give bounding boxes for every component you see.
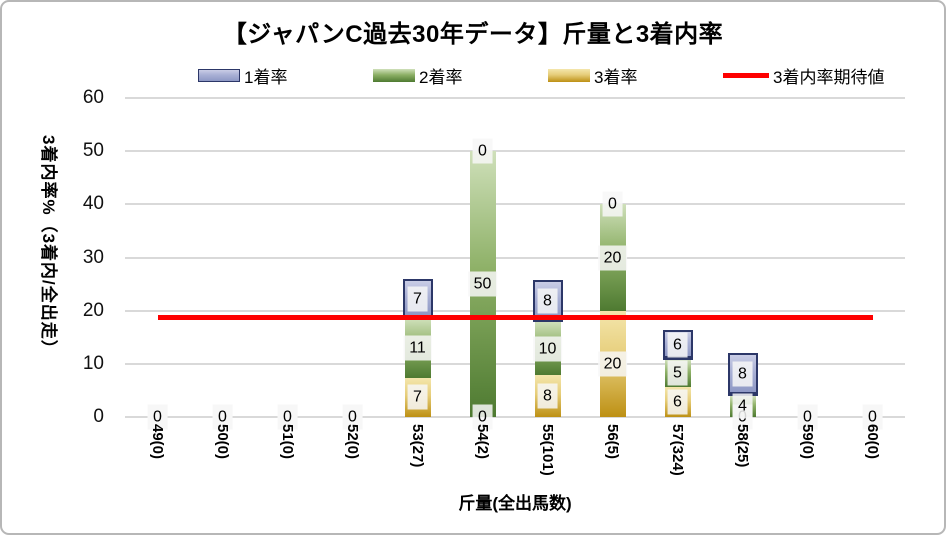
x-tick-label-text: 53(27)	[409, 424, 426, 468]
y-tick-label: 60	[82, 87, 104, 108]
data-label-3着率: 8	[537, 383, 558, 409]
data-label-2着率: 10	[532, 336, 563, 362]
legend-item-1着率: 1着率	[198, 63, 373, 88]
legend-label: 2着率	[419, 67, 463, 87]
gridline	[125, 203, 905, 206]
legend-item-3着内率期待値: 3着内率期待値	[723, 63, 943, 88]
expected-value-line	[157, 314, 873, 320]
data-label-1着率: 0	[862, 404, 883, 430]
data-label-3着率: 7	[407, 384, 428, 410]
gridline	[125, 416, 905, 418]
data-label-1着率: 0	[212, 404, 233, 430]
legend: 1着率 2着率 3着率 3着内率期待値	[198, 62, 943, 88]
x-tick-label: 54(2)	[473, 424, 491, 459]
y-axis-title: 3着内率%（3着内/全出走）	[37, 135, 59, 358]
data-label-2着率: 4	[732, 393, 753, 419]
x-tick-label: 50(0)	[213, 424, 231, 459]
x-tick-label: 57(324)	[668, 424, 686, 476]
x-tick-label: 55(101)	[538, 424, 556, 476]
legend-bar-swatch	[548, 68, 590, 82]
x-tick-label-text: 52(0)	[344, 424, 361, 460]
data-label-2着率: 11	[403, 335, 432, 361]
y-tick-label: 40	[82, 193, 104, 215]
data-label-1着率: 0	[342, 404, 363, 430]
x-tick-label-text: 55(101)	[539, 424, 556, 476]
data-label-2着率: 50	[467, 271, 498, 297]
data-label-1着率: 7	[407, 286, 428, 312]
x-tick-label: 52(0)	[343, 424, 361, 459]
y-tick-label: 0	[93, 406, 104, 427]
data-label-1着率: 0	[472, 138, 493, 164]
data-label-3着率: 20	[597, 351, 628, 377]
y-tick-label: 50	[82, 140, 104, 162]
legend-item-2着率: 2着率	[373, 63, 548, 88]
gridline	[125, 97, 905, 99]
x-tick-label: 56(5)	[603, 424, 621, 459]
y-tick-label: 30	[82, 246, 104, 268]
gridline	[125, 256, 905, 259]
legend-label: 1着率	[244, 67, 288, 87]
data-label-1着率: 8	[732, 361, 753, 387]
x-tick-label-text: 60(0)	[864, 424, 881, 460]
legend-bar-swatch	[373, 68, 415, 82]
legend-line-swatch	[723, 72, 769, 78]
data-label-1着率: 6	[667, 332, 688, 358]
data-label-2着率: 5	[667, 360, 688, 386]
legend-item-3着率: 3着率	[548, 63, 723, 88]
data-label-1着率: 0	[277, 404, 298, 430]
gridline	[125, 150, 905, 153]
x-tick-label-text: 56(5)	[604, 424, 621, 460]
y-tick-label: 20	[82, 299, 104, 321]
gridline	[125, 309, 905, 312]
x-tick-label-text: 54(2)	[474, 424, 491, 460]
data-label-3着率: 6	[667, 389, 688, 415]
x-tick-label-text: 57(324)	[669, 424, 686, 476]
data-label-1着率: 0	[147, 404, 168, 430]
x-tick-label: 58(25)	[733, 424, 751, 467]
y-axis-title-text: 3着内率%（3着内/全出走）	[39, 135, 58, 358]
x-axis-title: 斤量(全出馬数)	[458, 494, 572, 513]
x-tick-label-text: 59(0)	[799, 424, 816, 460]
gridline	[125, 362, 905, 365]
x-tick-label: 51(0)	[278, 424, 296, 459]
legend-label: 3着率	[594, 67, 638, 87]
x-tick-label-text: 49(0)	[149, 424, 166, 460]
x-tick-label: 59(0)	[798, 424, 816, 459]
x-tick-label: 53(27)	[408, 424, 426, 467]
data-label-2着率: 20	[597, 245, 628, 270]
legend-bar-swatch	[198, 68, 240, 82]
data-label-1着率: 0	[602, 191, 623, 217]
data-label-1着率: 0	[797, 404, 818, 430]
data-label-1着率: 8	[537, 288, 558, 314]
data-label-3着率: 0	[472, 404, 493, 430]
x-tick-label-text: 51(0)	[279, 424, 296, 460]
x-tick-label-text: 58(25)	[734, 424, 751, 468]
x-tick-label: 49(0)	[148, 424, 166, 459]
chart-title: 【ジャパンC過去30年データ】斤量と3着内率	[222, 21, 724, 48]
legend-label: 3着内率期待値	[773, 67, 885, 87]
x-tick-label-text: 50(0)	[214, 424, 231, 460]
x-tick-label: 60(0)	[863, 424, 881, 459]
y-tick-label: 10	[82, 352, 104, 374]
